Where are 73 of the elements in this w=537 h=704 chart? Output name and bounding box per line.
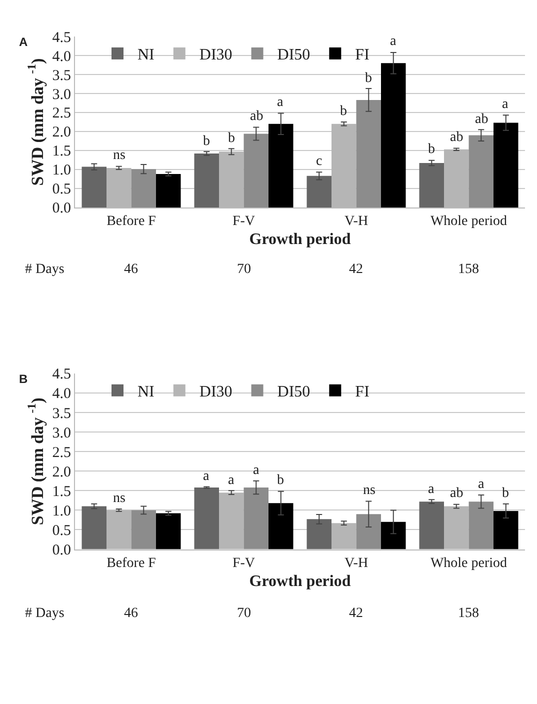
chart-title: B	[19, 372, 28, 386]
legend-label: DI50	[277, 384, 310, 401]
legend-label: NI	[138, 384, 154, 401]
data-label: ns	[113, 491, 126, 506]
text: 42	[349, 606, 363, 621]
y-tick-label: 1.5	[52, 484, 71, 500]
x-axis-title: Growth period	[249, 572, 351, 590]
x-tick-label: Whole period	[430, 556, 508, 572]
text: 158	[458, 262, 479, 277]
text: # Days	[25, 606, 64, 621]
y-tick-label: 4.0	[52, 386, 71, 402]
text: 46	[124, 606, 138, 621]
data-label: b	[340, 104, 347, 119]
legend-label: FI	[355, 384, 370, 401]
text: 70	[237, 262, 251, 277]
y-tick-label: 1.5	[52, 144, 71, 160]
data-label: a	[203, 469, 210, 484]
x-tick-label: Before F	[106, 214, 156, 230]
data-label: ab	[475, 112, 488, 127]
data-label: a	[428, 482, 435, 497]
x-axis-title: Growth period	[249, 230, 351, 248]
data-label: b	[428, 142, 435, 157]
y-tick-label: 4.0	[52, 48, 71, 65]
x-tick-label: Whole period	[430, 214, 508, 230]
y-tick-label: 0.0	[52, 200, 71, 217]
y-tick-label: 2.5	[52, 106, 71, 122]
text: 42	[349, 262, 363, 277]
x-tick-label: F-V	[232, 214, 256, 230]
data-label: ab	[250, 109, 264, 124]
text: 70	[237, 606, 251, 621]
data-label: b	[365, 71, 372, 86]
y-tick-label: 1.0	[52, 162, 71, 179]
text: 46	[124, 262, 138, 277]
data-label: a	[502, 97, 509, 112]
data-label: a	[228, 473, 235, 488]
data-label: ab	[450, 486, 464, 501]
data-label: ns	[113, 148, 126, 163]
y-tick-label: 4.5	[52, 30, 71, 46]
legend-label: FI	[355, 46, 370, 64]
data-label: b	[277, 473, 284, 488]
data-label: b	[502, 486, 509, 501]
x-tick-label: V-H	[344, 214, 368, 230]
data-label: a	[277, 95, 284, 110]
data-label: a	[478, 477, 485, 492]
legend-label: DI50	[277, 46, 310, 64]
x-tick-label: Before F	[106, 556, 156, 572]
y-tick-label: 0.0	[52, 542, 71, 558]
y-tick-label: 2.0	[52, 464, 71, 480]
data-label: b	[203, 134, 210, 149]
data-label: a	[253, 463, 260, 478]
legend-label: DI30	[199, 46, 232, 64]
y-tick-label: 0.5	[52, 522, 71, 539]
y-tick-label: 3.5	[52, 406, 71, 422]
y-tick-label: 2.5	[52, 444, 71, 461]
data-label: ns	[363, 483, 376, 498]
y-tick-label: 2.0	[52, 124, 71, 141]
y-tick-label: 0.5	[52, 182, 71, 198]
text: 158	[458, 606, 479, 621]
data-label: b	[228, 131, 235, 146]
legend-label: NI	[138, 46, 154, 64]
text: # Days	[25, 262, 64, 277]
legend-label: DI30	[199, 384, 232, 401]
data-label: a	[390, 34, 397, 49]
data-label: c	[316, 154, 322, 169]
chart-title: A	[19, 35, 28, 49]
data-label: ab	[450, 130, 464, 145]
y-tick-label: 3.5	[52, 68, 71, 84]
x-tick-label: V-H	[344, 556, 368, 572]
y-tick-label: 3.0	[52, 425, 71, 442]
x-tick-label: F-V	[232, 556, 256, 572]
y-tick-label: 3.0	[52, 86, 71, 103]
y-tick-label: 1.0	[52, 503, 71, 520]
y-tick-label: 4.5	[52, 366, 71, 383]
